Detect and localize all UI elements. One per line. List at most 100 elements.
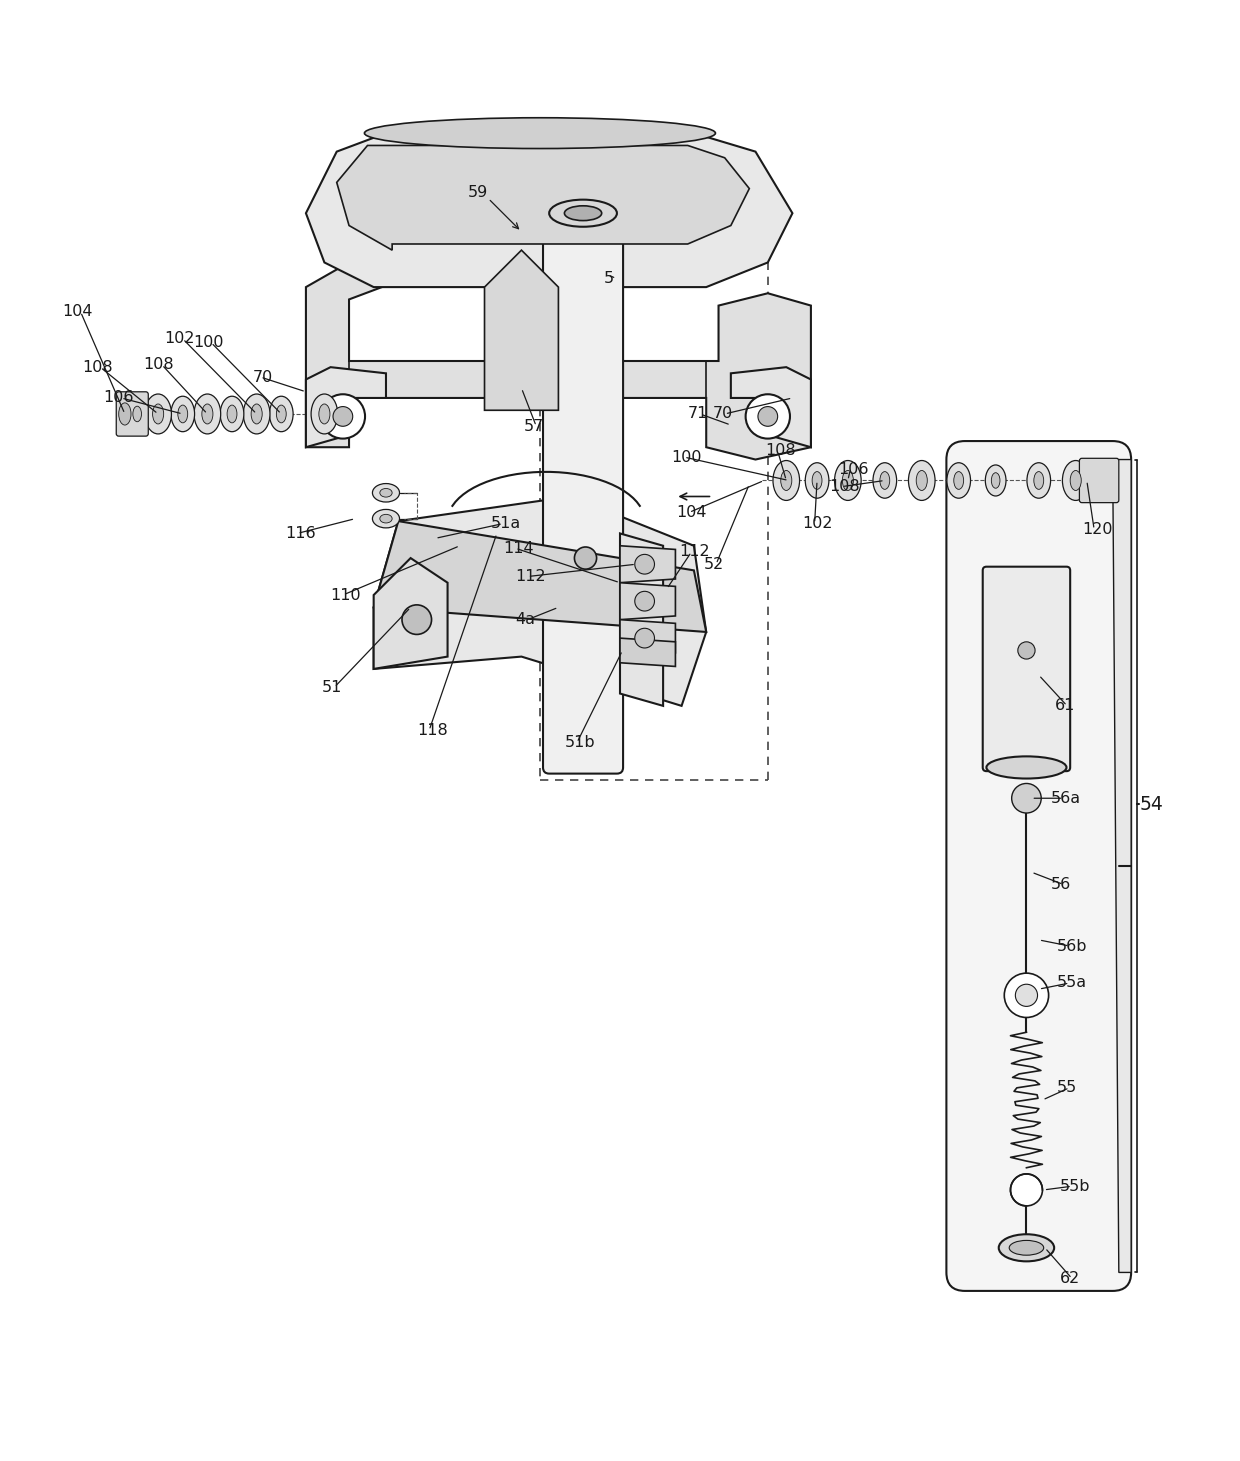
Circle shape [745,394,790,438]
Text: 54: 54 [1140,795,1163,814]
Ellipse shape [372,484,399,503]
Polygon shape [306,133,792,288]
Ellipse shape [1070,470,1081,491]
Circle shape [334,406,352,427]
Ellipse shape [842,470,853,491]
Ellipse shape [998,1235,1054,1261]
FancyBboxPatch shape [983,567,1070,771]
Circle shape [1004,973,1049,1017]
Text: 102: 102 [802,516,833,532]
Polygon shape [373,522,707,633]
Polygon shape [620,533,663,706]
Ellipse shape [126,399,148,430]
Text: 51a: 51a [491,516,521,532]
Ellipse shape [365,118,715,149]
Text: 114: 114 [503,541,533,555]
Ellipse shape [781,470,792,491]
Ellipse shape [986,465,1006,495]
Text: 55b: 55b [1060,1179,1090,1194]
Ellipse shape [269,396,293,431]
Text: 62: 62 [1060,1271,1080,1286]
Text: 108: 108 [765,443,796,459]
Ellipse shape [227,405,237,422]
Ellipse shape [987,757,1066,779]
Ellipse shape [252,405,262,424]
Ellipse shape [880,472,890,489]
Circle shape [635,554,655,574]
Text: 57: 57 [525,419,544,434]
Text: 55a: 55a [1058,976,1087,991]
Circle shape [402,605,432,634]
Ellipse shape [873,463,897,498]
Text: 108: 108 [82,359,113,374]
Ellipse shape [243,394,270,434]
Ellipse shape [1027,463,1050,498]
Polygon shape [373,497,707,706]
Polygon shape [620,619,676,656]
Text: 108: 108 [144,356,174,373]
Ellipse shape [119,403,131,425]
Polygon shape [620,638,676,666]
Ellipse shape [1009,1240,1044,1255]
Circle shape [758,406,777,427]
Text: 56b: 56b [1058,938,1087,954]
Ellipse shape [564,206,601,221]
Text: 52: 52 [704,557,724,571]
Circle shape [1011,1173,1043,1205]
Text: 116: 116 [285,526,316,541]
Polygon shape [1112,460,1131,1273]
Ellipse shape [549,200,618,226]
Circle shape [574,546,596,570]
Ellipse shape [805,463,828,498]
Ellipse shape [947,463,971,498]
Text: 61: 61 [1055,698,1075,713]
Text: 108: 108 [830,479,861,494]
Text: 112: 112 [680,545,709,560]
Text: 4a: 4a [516,612,536,627]
Text: 104: 104 [677,506,707,520]
Ellipse shape [1063,460,1089,501]
Text: 56: 56 [1052,877,1071,893]
Ellipse shape [195,394,221,434]
Text: 59: 59 [469,184,489,200]
Ellipse shape [311,394,337,434]
Text: 110: 110 [331,587,361,602]
FancyBboxPatch shape [946,441,1131,1292]
Text: 56a: 56a [1052,790,1081,806]
Ellipse shape [835,460,861,501]
Text: 71: 71 [688,406,708,421]
Polygon shape [306,250,811,460]
Ellipse shape [379,514,392,523]
Ellipse shape [916,470,928,491]
Polygon shape [337,146,749,250]
Text: 100: 100 [193,335,223,351]
Ellipse shape [954,472,963,489]
Ellipse shape [171,396,195,431]
Text: 5: 5 [604,270,614,286]
Text: 104: 104 [62,304,93,320]
Ellipse shape [812,472,822,489]
Circle shape [1012,783,1042,812]
Text: 51: 51 [322,679,342,695]
Text: 106: 106 [103,390,134,406]
Ellipse shape [372,510,399,527]
Circle shape [1016,985,1038,1007]
Ellipse shape [773,460,800,501]
Text: 70: 70 [253,370,273,384]
Ellipse shape [133,406,141,422]
Ellipse shape [1034,472,1044,489]
Polygon shape [730,367,811,447]
Ellipse shape [202,405,213,424]
Text: 70: 70 [712,406,733,421]
Polygon shape [620,546,676,583]
FancyBboxPatch shape [543,207,622,774]
Circle shape [635,592,655,611]
Ellipse shape [145,394,171,434]
Ellipse shape [909,460,935,501]
Circle shape [635,628,655,649]
Ellipse shape [221,396,244,431]
Text: 102: 102 [165,332,195,346]
Ellipse shape [379,488,392,497]
Ellipse shape [991,473,999,488]
FancyBboxPatch shape [1079,459,1118,503]
